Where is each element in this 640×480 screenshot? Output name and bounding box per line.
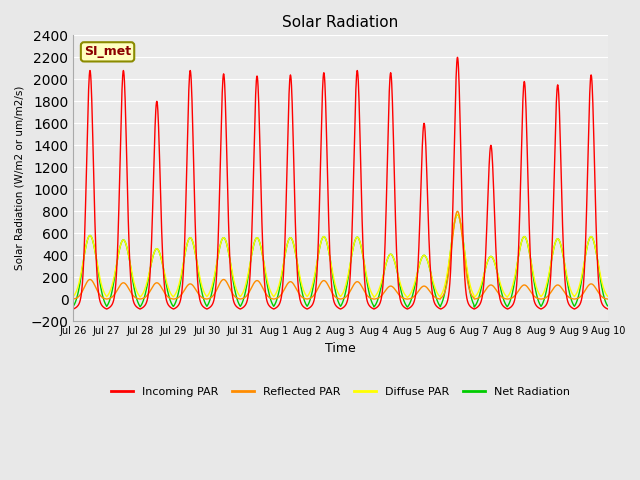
X-axis label: Time: Time [325, 342, 356, 355]
Net Radiation [597, 281, 605, 287]
Net Radiation [153, 246, 161, 252]
Reflected PAR [316, 281, 324, 287]
Diffuse PAR [467, 283, 474, 289]
Net Radiation [545, 273, 553, 279]
Net Radiation [470, 304, 478, 310]
Net Radiation [316, 243, 324, 249]
Incoming PAR [326, 257, 334, 263]
Diffuse PAR [545, 271, 553, 276]
Legend: Incoming PAR, Reflected PAR, Diffuse PAR, Net Radiation: Incoming PAR, Reflected PAR, Diffuse PAR… [107, 383, 574, 401]
Incoming PAR [597, 299, 605, 304]
Reflected PAR [597, 293, 605, 299]
Diffuse PAR [70, 294, 77, 300]
Diffuse PAR [326, 256, 334, 262]
Reflected PAR [454, 208, 461, 214]
Incoming PAR [153, 98, 161, 104]
Net Radiation [604, 303, 611, 309]
Reflected PAR [326, 286, 334, 292]
Line: Reflected PAR: Reflected PAR [74, 211, 607, 299]
Reflected PAR [604, 296, 611, 302]
Reflected PAR [70, 296, 77, 302]
Net Radiation [454, 212, 461, 217]
Incoming PAR [316, 179, 324, 185]
Line: Diffuse PAR: Diffuse PAR [74, 215, 607, 298]
Incoming PAR [454, 54, 461, 60]
Reflected PAR [153, 280, 161, 286]
Diffuse PAR [316, 243, 324, 249]
Title: Solar Radiation: Solar Radiation [282, 15, 399, 30]
Incoming PAR [467, 304, 474, 310]
Diffuse PAR [153, 246, 161, 252]
Reflected PAR [370, 296, 378, 302]
Net Radiation [326, 256, 334, 262]
Net Radiation [467, 290, 474, 296]
Line: Incoming PAR: Incoming PAR [74, 57, 607, 309]
Text: SI_met: SI_met [84, 45, 131, 59]
Incoming PAR [70, 306, 77, 312]
Incoming PAR [545, 292, 553, 298]
Diffuse PAR [597, 276, 605, 282]
Diffuse PAR [454, 212, 461, 217]
Y-axis label: Solar Radiation (W/m2 or um/m2/s): Solar Radiation (W/m2 or um/m2/s) [15, 86, 25, 271]
Diffuse PAR [604, 293, 611, 299]
Net Radiation [70, 303, 77, 309]
Reflected PAR [545, 292, 553, 298]
Diffuse PAR [470, 295, 478, 300]
Reflected PAR [467, 290, 474, 296]
Incoming PAR [604, 306, 611, 312]
Line: Net Radiation: Net Radiation [74, 215, 607, 307]
Incoming PAR [470, 306, 478, 312]
